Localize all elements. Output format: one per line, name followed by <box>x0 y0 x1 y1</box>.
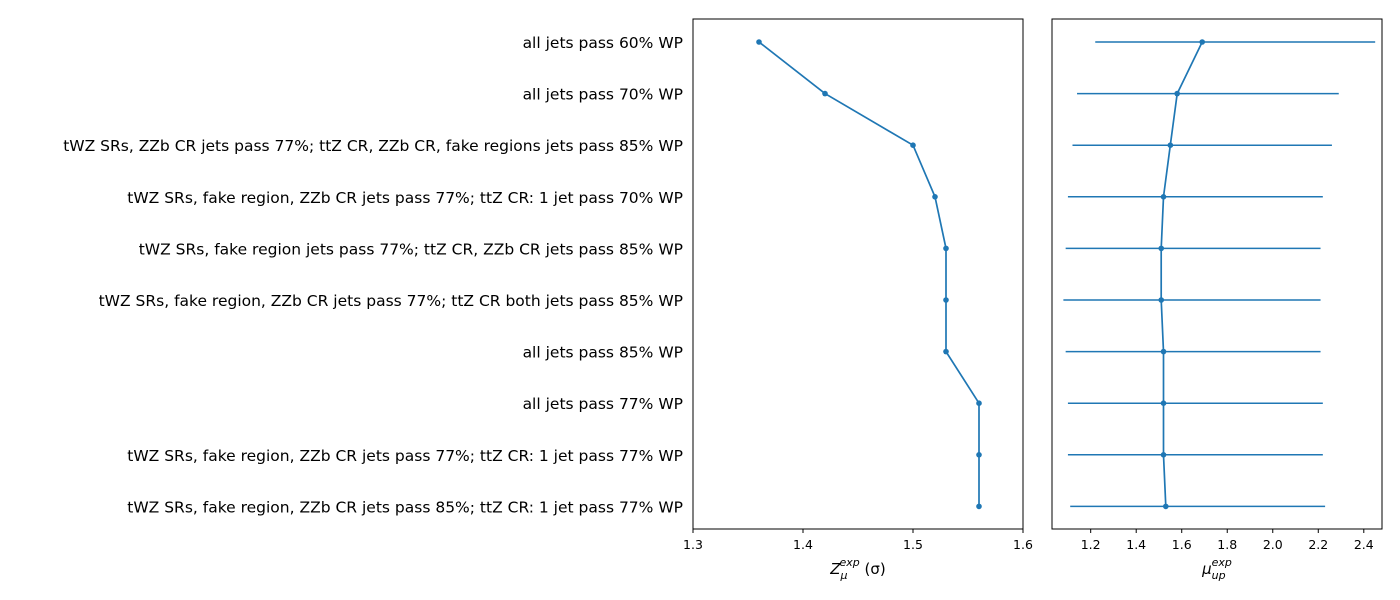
mu-up-series <box>1063 39 1376 510</box>
data-point <box>1160 452 1167 458</box>
category-label: all jets pass 60% WP <box>523 34 683 52</box>
data-point <box>976 503 982 510</box>
significance-x-axis-title: Zμexp (σ) <box>829 556 886 582</box>
x-tick-label: 1.2 <box>1081 537 1101 552</box>
data-point <box>756 39 762 45</box>
data-point <box>943 245 949 252</box>
category-label: tWZ SRs, fake region, ZZb CR jets pass 7… <box>127 447 683 465</box>
data-point <box>932 194 938 200</box>
mu-up-x-ticks: 1.2 1.4 1.6 1.8 2.0 2.2 2.4 <box>1081 529 1374 552</box>
category-label: tWZ SRs, fake region jets pass 77%; ttZ … <box>139 240 683 258</box>
data-point <box>1162 503 1169 510</box>
category-label: all jets pass 70% WP <box>523 86 683 104</box>
data-point <box>1160 400 1167 407</box>
data-point <box>1160 194 1167 200</box>
mu-up-x-axis-title: μupexp <box>1201 556 1232 582</box>
data-point <box>1158 297 1165 303</box>
category-label: all jets pass 85% WP <box>523 344 683 362</box>
x-tick-label: 2.4 <box>1354 537 1374 552</box>
x-tick-label: 1.4 <box>793 537 813 552</box>
data-point <box>976 400 982 407</box>
significance-panel: 1.3 1.4 1.5 1.6 Zμexp (σ) <box>683 18 1033 582</box>
x-tick-label: 2.2 <box>1308 537 1328 552</box>
x-tick-label: 1.6 <box>1172 537 1192 552</box>
significance-series <box>756 39 982 510</box>
x-tick-label: 1.8 <box>1217 537 1237 552</box>
significance-x-ticks: 1.3 1.4 1.5 1.6 <box>683 529 1033 552</box>
data-point <box>943 348 949 355</box>
data-point <box>1160 348 1167 355</box>
category-labels: all jets pass 60% WP all jets pass 70% WP… <box>63 34 683 516</box>
data-point <box>1199 39 1206 45</box>
x-tick-label: 1.3 <box>683 537 703 552</box>
x-tick-label: 1.5 <box>903 537 923 552</box>
series-line <box>758 41 980 507</box>
series-line <box>1160 41 1203 507</box>
data-point <box>943 297 949 303</box>
x-tick-label: 1.4 <box>1126 537 1146 552</box>
data-point <box>822 90 828 97</box>
category-label: all jets pass 77% WP <box>523 395 683 413</box>
mu-up-panel: 1.2 1.4 1.6 1.8 2.0 2.2 2.4 μupexp <box>1051 18 1383 582</box>
x-tick-label: 1.6 <box>1013 537 1033 552</box>
data-point <box>1174 90 1180 97</box>
data-point <box>1158 245 1165 252</box>
mu-up-plot-frame <box>1051 18 1383 530</box>
category-label: tWZ SRs, fake region, ZZb CR jets pass 8… <box>127 498 683 516</box>
significance-plot-frame <box>692 18 1024 530</box>
data-point <box>1167 142 1174 148</box>
category-label: tWZ SRs, fake region, ZZb CR jets pass 7… <box>99 292 683 310</box>
x-tick-label: 2.0 <box>1263 537 1283 552</box>
category-label: tWZ SRs, fake region, ZZb CR jets pass 7… <box>127 189 683 207</box>
data-point <box>976 452 982 458</box>
data-point <box>910 142 916 148</box>
category-label: tWZ SRs, ZZb CR jets pass 77%; ttZ CR, Z… <box>63 137 683 155</box>
